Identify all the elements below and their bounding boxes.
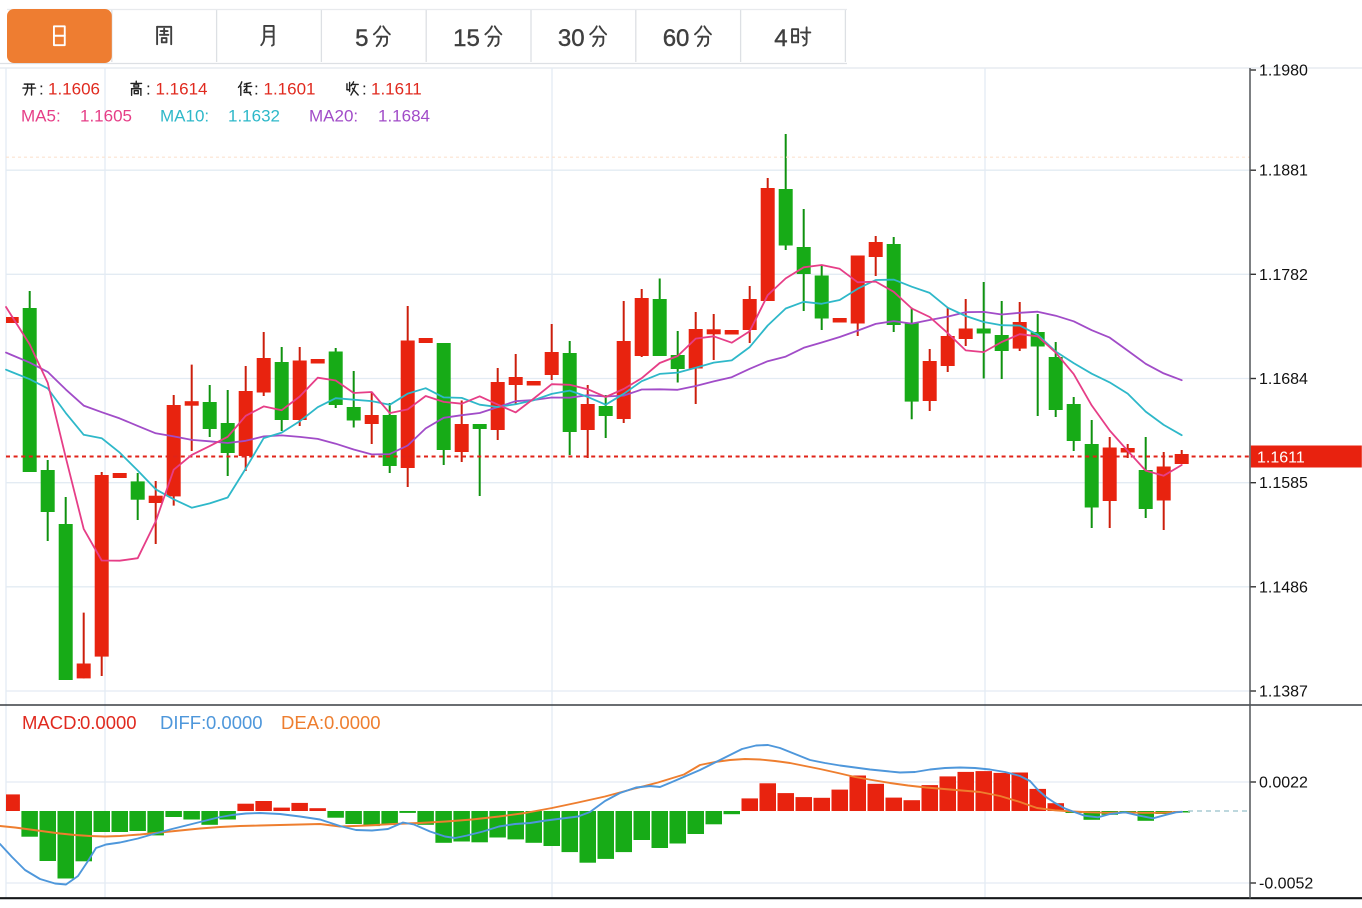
- svg-text:0.0022: 0.0022: [1259, 775, 1308, 792]
- svg-text::: :: [254, 80, 259, 99]
- svg-text::: :: [362, 80, 367, 99]
- svg-text:DIFF:: DIFF:: [160, 712, 206, 733]
- svg-text:5: 5: [355, 25, 368, 52]
- svg-text::: :: [146, 80, 151, 99]
- svg-text:1.1611: 1.1611: [371, 80, 422, 99]
- svg-text:1.1614: 1.1614: [156, 80, 208, 99]
- svg-text:4: 4: [774, 25, 787, 52]
- svg-text:0.0000: 0.0000: [206, 712, 263, 733]
- svg-text:1.1980: 1.1980: [1259, 63, 1308, 80]
- svg-text:1.1585: 1.1585: [1259, 475, 1308, 492]
- svg-text:1.1601: 1.1601: [264, 80, 316, 99]
- svg-text:1.1684: 1.1684: [1259, 371, 1308, 388]
- svg-text:60: 60: [663, 25, 690, 52]
- svg-text:1.1387: 1.1387: [1259, 684, 1308, 701]
- svg-text:1.1606: 1.1606: [48, 80, 100, 99]
- svg-text:MA20:: MA20:: [309, 107, 358, 126]
- svg-text:1.1782: 1.1782: [1259, 267, 1308, 284]
- svg-text:MACD:: MACD:: [22, 712, 82, 733]
- svg-text:MA5:: MA5:: [21, 107, 61, 126]
- svg-text:1.1632: 1.1632: [228, 107, 280, 126]
- svg-text:1.1684: 1.1684: [378, 107, 430, 126]
- svg-text:30: 30: [558, 25, 585, 52]
- svg-text:-0.0052: -0.0052: [1259, 876, 1313, 893]
- svg-text:1.1611: 1.1611: [1257, 450, 1305, 467]
- svg-text:1.1605: 1.1605: [80, 107, 132, 126]
- svg-text:0.0000: 0.0000: [324, 712, 381, 733]
- svg-text::: :: [39, 80, 44, 99]
- svg-text:DEA:: DEA:: [281, 712, 324, 733]
- svg-text:0.0000: 0.0000: [80, 712, 137, 733]
- svg-text:1.1881: 1.1881: [1259, 163, 1308, 180]
- svg-text:MA10:: MA10:: [160, 107, 209, 126]
- svg-text:1.1486: 1.1486: [1259, 579, 1308, 596]
- svg-text:15: 15: [453, 25, 480, 52]
